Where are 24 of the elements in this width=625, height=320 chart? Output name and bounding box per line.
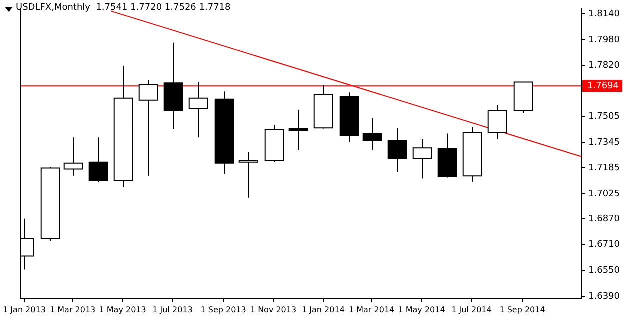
- x-tick-label: 1 Nov 2013: [250, 305, 297, 314]
- y-tick-label: 1.8140: [588, 10, 620, 20]
- x-tick-label: 1 Sep 2013: [200, 305, 246, 314]
- x-tick-label: 1 May 2014: [398, 305, 446, 314]
- x-tick-label: 1 Jan 2013: [3, 305, 46, 314]
- x-tick-label: 1 Mar 2013: [50, 305, 96, 314]
- y-tick-label: 1.7185: [588, 164, 620, 174]
- x-tick-label: 1 Sep 2014: [500, 305, 546, 314]
- y-tick-label: 1.6710: [588, 240, 620, 250]
- x-tick-label: 1 May 2013: [99, 305, 146, 314]
- x-tick-label: 1 Jan 2014: [302, 305, 345, 314]
- y-tick-label: 1.7025: [588, 189, 620, 200]
- y-tick-label: 1.7820: [588, 61, 620, 72]
- y-tick-label: 1.7345: [588, 138, 620, 148]
- x-tick-label: 1 Jul 2014: [452, 305, 492, 314]
- x-tick-label: 1 Mar 2014: [348, 305, 395, 314]
- y-tick-label: 1.6550: [588, 266, 620, 276]
- y-tick-label: 1.6870: [588, 214, 620, 224]
- y-tick-label: 1.6390: [588, 292, 620, 302]
- x-tick-label: 1 Jul 2013: [152, 305, 193, 314]
- y-tick-label: 1.7505: [588, 112, 620, 122]
- y-tick-label: 1.7980: [588, 35, 620, 46]
- chart-title: USDLFX,Monthly 1.7541 1.7720 1.7526 1.7718: [16, 3, 231, 13]
- ref-line-label: 1.7694: [588, 81, 620, 92]
